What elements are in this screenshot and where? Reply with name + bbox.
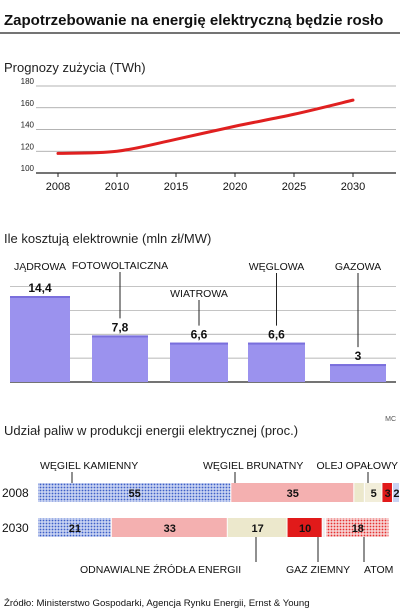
stacked-chart-title: Udział paliw w produkcji energii elektry… xyxy=(4,423,298,438)
stack-value-label: 33 xyxy=(164,523,176,535)
stack-segment xyxy=(364,483,382,502)
stack-legend-label: ATOM xyxy=(364,564,393,576)
stack-segment xyxy=(231,483,354,502)
line-y-tick-label: 160 xyxy=(21,99,35,108)
stack-segment xyxy=(38,518,111,537)
line-x-tick-label: 2025 xyxy=(282,181,306,193)
cost-category-label: WĘGLOWA xyxy=(249,261,305,273)
stack-value-label: 18 xyxy=(352,523,364,535)
cost-value-label: 7,8 xyxy=(112,320,129,334)
cost-bar-top xyxy=(170,342,228,345)
bar-chart-title: Ile kosztują elektrownie (mln zł/MW) xyxy=(4,231,211,246)
source-note: Źródło: Ministerstwo Gospodarki, Agencja… xyxy=(4,598,310,609)
stack-value-label: 35 xyxy=(287,488,299,500)
stack-segment xyxy=(382,483,392,502)
cost-category-label: WIATROWA xyxy=(170,288,228,300)
bar-chart: Ile kosztują elektrownie (mln zł/MW) 14,… xyxy=(4,231,396,383)
cost-value-label: 6,6 xyxy=(191,328,208,342)
cost-bar xyxy=(170,342,228,382)
stack-legend-label: WĘGIEL BRUNATNY xyxy=(203,460,303,472)
line-y-tick-label: 100 xyxy=(21,164,35,173)
stack-row-label: 2008 xyxy=(2,486,29,500)
stack-segment xyxy=(287,518,322,537)
line-x-tick-label: 2030 xyxy=(341,181,365,193)
consumption-series-line xyxy=(56,98,355,155)
stacked-chart: Udział paliw w produkcji energii elektry… xyxy=(2,423,400,576)
cost-bar-top xyxy=(330,364,386,367)
stack-segment xyxy=(326,518,389,537)
cost-category-label: JĄDROWA xyxy=(14,261,66,273)
cost-bar-top xyxy=(248,342,305,345)
stack-value-label: 17 xyxy=(252,523,264,535)
stack-value-label: 3 xyxy=(385,488,391,500)
stack-value-label: 2 xyxy=(393,488,399,500)
stack-value-label: 10 xyxy=(299,523,311,535)
line-x-tick-label: 2008 xyxy=(46,181,70,193)
credit-mark: MC xyxy=(385,416,396,423)
line-x-tick-label: 2020 xyxy=(223,181,247,193)
line-y-tick-label: 180 xyxy=(21,77,35,86)
line-x-tick-label: 2015 xyxy=(164,181,188,193)
cost-bar-top xyxy=(10,296,70,298)
stack-value-label: 21 xyxy=(69,523,81,535)
line-x-tick-label: 2010 xyxy=(105,181,129,193)
stack-legend-label: ODNAWIALNE ŹRÓDŁA ENERGII xyxy=(80,563,241,576)
stack-row-label: 2030 xyxy=(2,521,29,535)
cost-category-label: FOTOWOLTAICZNA xyxy=(72,260,168,272)
stack-segment xyxy=(354,483,364,502)
line-y-tick-label: 140 xyxy=(21,121,35,130)
stack-segment xyxy=(392,483,399,502)
cost-value-label: 6,6 xyxy=(268,328,285,342)
stack-value-label: 5 xyxy=(371,488,377,500)
stack-segment xyxy=(322,518,326,537)
line-chart-title: Prognozy zużycia (TWh) xyxy=(4,60,146,75)
cost-bar-top xyxy=(92,335,148,338)
line-chart: Prognozy zużycia (TWh) 100 120 140 160 180 20… xyxy=(4,60,396,193)
stack-value-label: 55 xyxy=(129,488,141,500)
stack-segment xyxy=(227,518,287,537)
stack-legend-label: WĘGIEL KAMIENNY xyxy=(40,460,138,472)
cost-bar xyxy=(92,335,148,382)
stack-legend-label: OLEJ OPAŁOWY xyxy=(317,460,399,472)
stack-segment xyxy=(38,483,231,502)
stack-legend-label: GAZ ZIEMNY xyxy=(286,564,350,576)
cost-value-label: 3 xyxy=(355,349,362,363)
stack-segment xyxy=(111,518,227,537)
cost-bar xyxy=(248,342,305,382)
cost-bar xyxy=(330,364,386,382)
line-y-tick-label: 120 xyxy=(21,142,35,151)
cost-value-label: 14,4 xyxy=(28,281,52,295)
cost-bar xyxy=(10,296,70,382)
cost-category-label: GAZOWA xyxy=(335,261,381,273)
main-title: Zapotrzebowanie na energię elektryczną b… xyxy=(4,12,383,29)
